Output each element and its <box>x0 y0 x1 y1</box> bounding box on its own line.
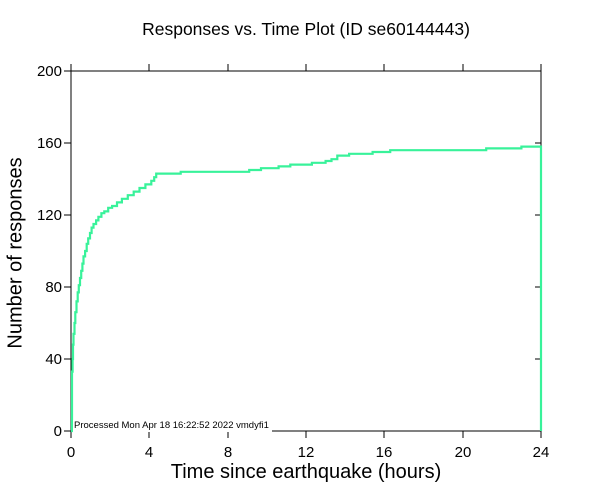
y-axis-label: Number of responses <box>4 157 27 349</box>
y-tick-label: 0 <box>54 423 62 440</box>
x-tick-label: 12 <box>298 444 315 461</box>
x-axis-label: Time since earthquake (hours) <box>170 461 442 483</box>
x-tick-label: 16 <box>376 444 393 461</box>
x-tick-label: 24 <box>533 444 550 461</box>
plot-frame <box>70 70 542 432</box>
chart-title: Responses vs. Time Plot (ID se60144443) <box>142 19 470 39</box>
y-tick-label: 160 <box>37 135 62 152</box>
y-tick-label: 80 <box>45 279 62 296</box>
y-tick-label: 40 <box>45 351 62 368</box>
response-curve <box>70 145 543 433</box>
x-tick-label: 8 <box>224 444 232 461</box>
x-tick-label: 0 <box>67 444 75 461</box>
y-tick-label: 120 <box>37 207 62 224</box>
y-tick-label: 200 <box>37 63 62 80</box>
processed-timestamp: Processed Mon Apr 18 16:22:52 2022 vmdyf… <box>73 420 272 432</box>
x-tick-label: 20 <box>455 444 472 461</box>
x-tick-label: 4 <box>145 444 153 461</box>
